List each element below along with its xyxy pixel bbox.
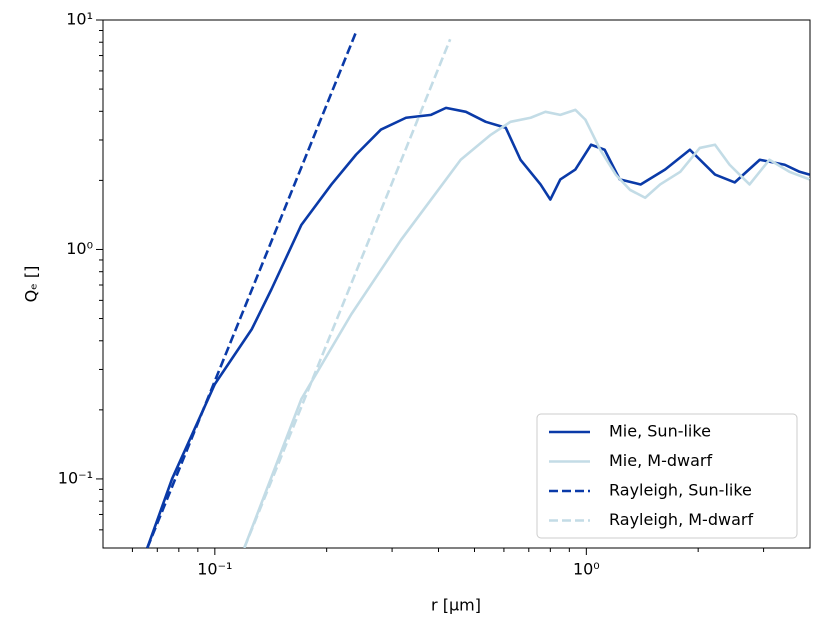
x-tick-label: 10⁰ xyxy=(573,560,600,579)
plot-frame xyxy=(102,19,811,549)
series-line xyxy=(146,31,358,548)
series-line xyxy=(146,106,810,548)
series-line xyxy=(243,108,810,548)
legend-box xyxy=(536,413,798,539)
y-tick-label: 10⁻¹ xyxy=(58,468,93,487)
y-tick-label: 10⁰ xyxy=(66,239,93,258)
y-tick-label: 10¹ xyxy=(66,10,93,29)
x-tick-label: 10⁻¹ xyxy=(197,560,232,579)
x-axis-label: r [μm] xyxy=(431,596,481,615)
legend-label: Rayleigh, M-dwarf xyxy=(609,510,753,529)
legend-label: Mie, M-dwarf xyxy=(609,451,712,470)
plot-area xyxy=(146,31,810,548)
series-line xyxy=(243,38,452,548)
legend-label: Rayleigh, Sun-like xyxy=(609,481,752,500)
legend-label: Mie, Sun-like xyxy=(609,422,711,441)
y-axis-label: Qₑ [] xyxy=(22,266,41,303)
